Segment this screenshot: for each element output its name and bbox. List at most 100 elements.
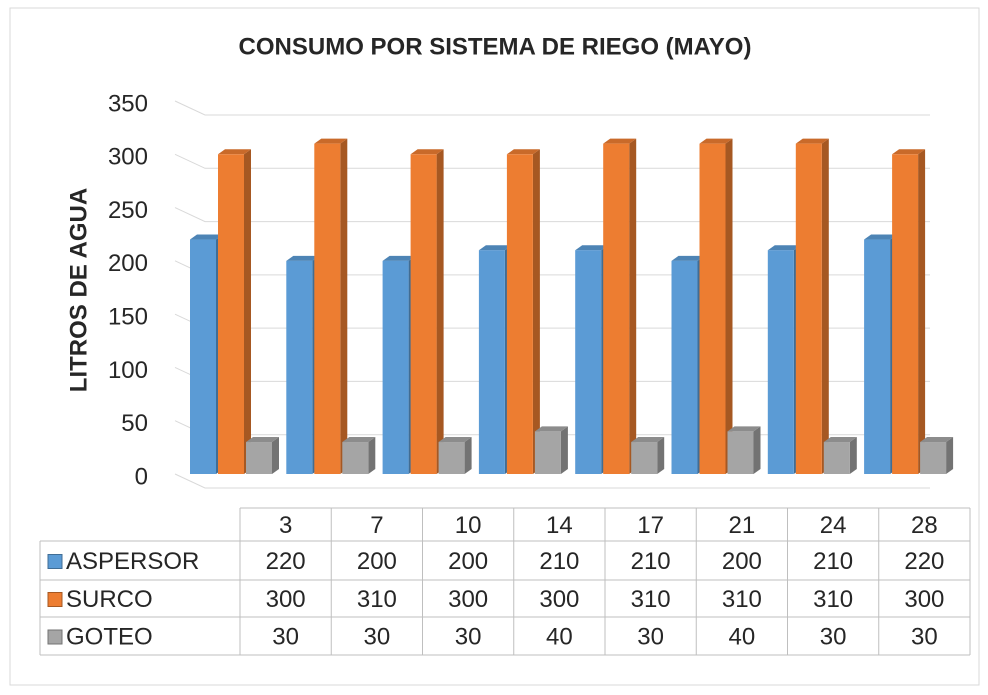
bar-side [657, 437, 665, 474]
bar [246, 442, 272, 474]
bar-top [795, 138, 829, 144]
x-tick-label: 17 [637, 512, 664, 539]
bar-top [823, 437, 857, 443]
table-value: 210 [539, 548, 579, 575]
bar-side [946, 437, 954, 474]
bar [534, 431, 561, 474]
bar-side [464, 437, 472, 474]
table-value: 300 [539, 586, 579, 613]
table-value: 200 [722, 548, 762, 575]
bar-top [699, 138, 733, 144]
legend-label: ASPERSOR [66, 548, 199, 575]
bar-top [727, 426, 761, 432]
table-value: 210 [631, 548, 671, 575]
bar-top [382, 255, 416, 261]
y-axis-label: LITROS DE AGUA [65, 188, 92, 392]
bar [864, 239, 891, 474]
table-value: 40 [546, 623, 573, 650]
x-tick-label: 10 [455, 512, 482, 539]
chart-title: CONSUMO POR SISTEMA DE RIEGO (MAYO) [239, 33, 752, 60]
y-tick-label: 50 [121, 410, 148, 437]
bar-side [368, 437, 376, 474]
y-tick-label: 100 [108, 357, 148, 384]
bar [892, 154, 919, 475]
bar-top [190, 234, 223, 240]
bar [314, 143, 341, 474]
bar-side [340, 138, 348, 474]
table-value: 40 [729, 623, 756, 650]
bar-side [753, 426, 761, 474]
table-value: 30 [911, 623, 938, 650]
bar [699, 143, 726, 474]
table-value: 30 [272, 623, 299, 650]
bar-top [314, 138, 348, 144]
bar [286, 260, 313, 474]
table-value: 310 [631, 586, 671, 613]
table-value: 310 [357, 586, 397, 613]
bar [506, 154, 533, 475]
y-tick-label: 0 [135, 463, 148, 490]
table-value: 220 [266, 548, 306, 575]
bar-side [272, 437, 279, 474]
bar-side [821, 138, 829, 474]
grid-line [174, 207, 930, 223]
table-value: 30 [455, 623, 482, 650]
bar-side [532, 149, 540, 475]
x-tick-label: 7 [370, 512, 383, 539]
bar [478, 250, 505, 474]
bar-top [506, 149, 540, 155]
table-value: 200 [357, 548, 397, 575]
table-value: 310 [813, 586, 853, 613]
bar-top [920, 437, 954, 443]
table-value: 300 [448, 586, 488, 613]
bar [631, 442, 658, 474]
bar [603, 143, 630, 474]
legend-key [47, 592, 63, 607]
y-tick-label: 250 [108, 197, 148, 224]
grid-line [174, 100, 930, 116]
bar-top [534, 426, 568, 432]
table-value: 300 [266, 586, 306, 613]
y-tick-label: 200 [108, 250, 148, 277]
bar [382, 260, 409, 474]
bar-top [575, 245, 609, 251]
bar [410, 154, 437, 475]
bar-side [560, 426, 568, 474]
bar-top [246, 437, 279, 443]
bar-side [436, 149, 444, 475]
y-tick-label: 150 [108, 303, 148, 330]
bar-top [218, 149, 251, 155]
bar [727, 431, 754, 474]
grid-line [174, 153, 930, 169]
table-value: 220 [904, 548, 944, 575]
bar-top [603, 138, 637, 144]
bar-top [478, 245, 512, 251]
table-value: 310 [722, 586, 762, 613]
bar-side [629, 138, 637, 474]
x-tick-label: 28 [911, 512, 938, 539]
bar [823, 442, 850, 474]
table-value: 210 [813, 548, 853, 575]
y-tick-label: 300 [108, 144, 148, 171]
table-value: 200 [448, 548, 488, 575]
table-value: 30 [364, 623, 391, 650]
grid-line [174, 473, 930, 489]
bar-side [918, 149, 926, 475]
bar [218, 154, 244, 475]
x-tick-label: 3 [279, 512, 292, 539]
table-value: 30 [637, 623, 664, 650]
y-tick-label: 350 [108, 90, 148, 117]
bar-top [438, 437, 472, 443]
bar [190, 239, 216, 474]
bar-top [671, 255, 705, 261]
legend-label: GOTEO [66, 623, 153, 650]
table-value: 300 [904, 586, 944, 613]
bar-side [244, 149, 251, 475]
bar [671, 260, 698, 474]
table-value: 30 [820, 623, 847, 650]
bar [342, 442, 369, 474]
legend-label: SURCO [66, 586, 153, 613]
bar [575, 250, 602, 474]
bar [920, 442, 947, 474]
